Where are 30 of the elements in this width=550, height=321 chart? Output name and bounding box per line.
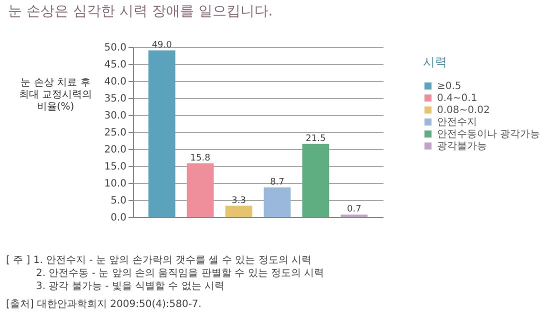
data-label: 15.8 <box>190 153 211 164</box>
legend-label: 광각불가능 <box>437 141 487 152</box>
data-label: 8.7 <box>270 177 284 188</box>
y-tick-label: 35.0 <box>104 94 126 104</box>
data-label: 0.7 <box>346 204 362 215</box>
text: [출처] 대한안과학회지 2009:50(4):580-7. <box>6 298 202 311</box>
y-tick-label: 0.0 <box>110 212 126 224</box>
y-tick-label: 50.0 <box>104 42 126 54</box>
legend-label: ≥0.5 <box>437 81 462 92</box>
text: 2. 안전수동 - 눈 앞의 손의 움직임을 판별할 수 있는 정도의 시력 <box>35 267 326 280</box>
y-tick-label: 15.0 <box>104 162 126 172</box>
y-tick-label: 10.0 <box>104 178 126 190</box>
text: [ 주 ] 1. 안전수지 - 눈 앞의 손가락의 갯수를 셀 수 있는 정도의 시력 <box>6 254 312 267</box>
y-tick-label: 40.0 <box>104 76 126 88</box>
y-axis-title: 눈 손상 치료 후 최대 교정시력의 비율(%) <box>18 78 92 112</box>
y-tick-label: 20.0 <box>104 144 126 156</box>
data-label: 3.3 <box>232 196 246 206</box>
chart-title: 눈 손상은 심각한 시력 장애를 일으킵니다. <box>8 3 273 20</box>
data-label: 21.5 <box>306 134 326 144</box>
y-tick-label: 45.0 <box>104 60 126 70</box>
legend-label: 0.08~0.02 <box>437 105 490 116</box>
y-tick-label: 25.0 <box>104 128 126 138</box>
legend-label: 안전수지 <box>437 117 477 128</box>
data-label: 49.0 <box>152 40 172 50</box>
legend-label: 안전수동이나 광각가능 <box>437 129 540 140</box>
legend-title: 시력 <box>423 55 447 69</box>
legend-label: 0.4~0.1 <box>437 93 478 104</box>
y-tick-label: 5.0 <box>110 196 126 206</box>
text: 3. 광각 불가능 - 빛을 식별할 수 없는 시력 <box>35 280 226 293</box>
y-tick-label: 30.0 <box>104 110 126 122</box>
